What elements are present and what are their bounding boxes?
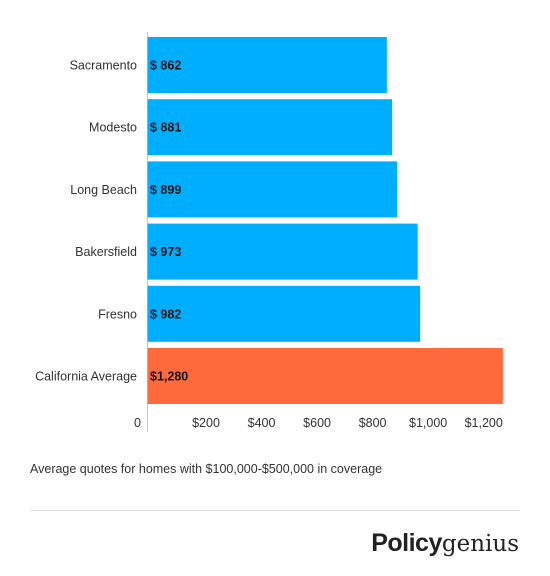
bars-group: Sacramento $ 862 Modesto $ 881 Long Beach $ 8… [35, 37, 503, 404]
category-label-modesto: Modesto [89, 121, 137, 135]
x-tick-label: $600 [303, 416, 331, 430]
x-tick-label: $1,200 [465, 416, 503, 430]
value-label-modesto: $ 881 [150, 121, 181, 135]
x-tick-label: $400 [248, 416, 276, 430]
value-label-fresno: $ 982 [150, 307, 181, 321]
value-label-bakersfield: $ 973 [150, 245, 181, 259]
bar-sacramento [147, 37, 387, 93]
x-ticks-group: 0 $200 $400 $600 $800 $1,000 $1,200 [134, 416, 503, 430]
value-label-long-beach: $ 899 [150, 183, 181, 197]
bar-modesto [147, 99, 393, 156]
chart-caption: Average quotes for homes with $100,000-$… [30, 462, 383, 476]
logo-text-genius: genius [441, 531, 519, 557]
bar-long-beach [147, 161, 398, 218]
divider [30, 510, 520, 511]
x-tick-label: $200 [192, 416, 220, 430]
category-label-fresno: Fresno [98, 307, 137, 321]
category-label-bakersfield: Bakersfield [75, 245, 137, 259]
x-tick-label: 0 [134, 416, 141, 430]
policygenius-logo: Policygenius [371, 528, 519, 558]
bar-fresno [147, 285, 421, 342]
bar-california-average [147, 348, 503, 404]
value-label-sacramento: $ 862 [150, 59, 181, 73]
value-label-california-average: $1,280 [150, 370, 188, 384]
x-tick-label: $1,000 [409, 416, 447, 430]
category-label-california-average: California Average [35, 370, 137, 384]
category-label-sacramento: Sacramento [70, 59, 137, 73]
bar-chart: Sacramento $ 862 Modesto $ 881 Long Beach $ 8… [35, 32, 503, 432]
bar-bakersfield [147, 223, 418, 280]
x-tick-label: $800 [359, 416, 387, 430]
category-label-long-beach: Long Beach [70, 183, 137, 197]
logo-text-policy: Policy [371, 529, 442, 557]
